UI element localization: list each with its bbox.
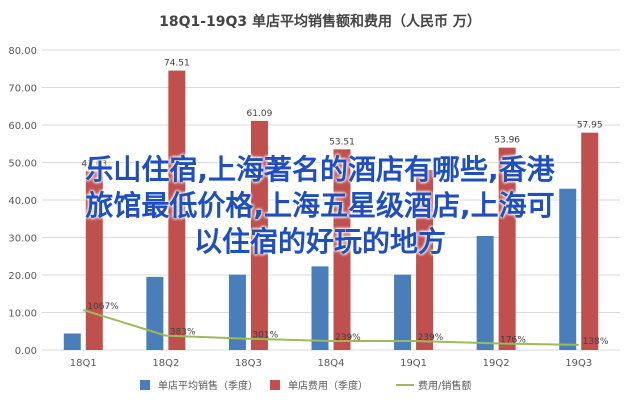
bar [581,132,599,350]
line-value-label: 383% [170,328,196,338]
bar [63,333,81,350]
x-tick-label: 19Q1 [400,358,427,369]
bar-value-label: 57.95 [577,121,603,131]
line-value-label: 176% [500,335,526,345]
bar-value-label: 74.51 [164,59,190,69]
x-tick-label: 19Q2 [483,358,510,369]
bar [168,70,186,351]
line-value-label: 239% [418,333,444,343]
y-tick-label: 30.00 [8,234,37,245]
legend-label: 单店费用（季度） [288,379,368,392]
y-tick-label: 0.00 [15,346,37,357]
ratio-line [82,309,579,346]
bar [85,171,103,350]
legend-label: 单店平均销售（季度） [158,379,258,392]
x-tick-label: 18Q2 [152,358,179,369]
y-tick-label: 20.00 [8,271,37,282]
x-tick-label: 19Q3 [565,358,592,369]
bar [394,274,412,350]
bar-value-label: 47.63 [81,159,107,169]
ratio-line-path [82,309,579,346]
bar [498,147,516,350]
bar [146,276,164,350]
data-labels: 47.63 74.51 61.09 53.51 53.96 57.95 1067% 383% 3… [81,59,608,347]
legend: 单店平均销售（季度） 单店费用（季度） 费用/销售额 [140,379,471,392]
bar [416,170,434,350]
bar-value-label: 53.96 [494,136,520,146]
line-value-label: 239% [335,333,361,343]
bar [333,149,351,350]
bar [311,266,329,350]
bar [559,188,577,350]
x-tick-label: 18Q4 [318,358,345,369]
y-tick-label: 70.00 [8,84,37,95]
bar [250,120,268,350]
line-value-label: 138% [583,337,609,347]
legend-swatch [270,380,280,390]
y-tick-label: 10.00 [8,309,37,320]
bar-value-label: 53.51 [329,137,355,147]
bars [63,70,599,351]
y-tick-label: 50.00 [8,159,37,170]
line-value-label: 1067% [87,302,119,312]
y-axis: 0.00 10.00 20.00 30.00 40.00 50.00 60.00 70.00 8… [8,46,37,357]
gridlines [42,49,620,351]
x-tick-label: 18Q3 [235,358,262,369]
y-tick-label: 80.00 [8,46,37,57]
x-tick-label: 18Q1 [70,358,97,369]
x-axis: 18Q1 18Q2 18Q3 18Q4 19Q1 19Q2 19Q3 [70,358,592,369]
y-tick-label: 40.00 [8,196,37,207]
legend-label: 费用/销售额 [418,379,471,392]
bar [476,236,494,350]
bar [228,274,246,350]
chart-title: 18Q1-19Q3 单店平均销售额和费用（人民币 万） [159,13,481,30]
y-tick-label: 60.00 [8,121,37,132]
bar-value-label: 61.09 [247,109,273,119]
line-value-label: 301% [252,331,278,341]
legend-swatch [140,380,150,390]
